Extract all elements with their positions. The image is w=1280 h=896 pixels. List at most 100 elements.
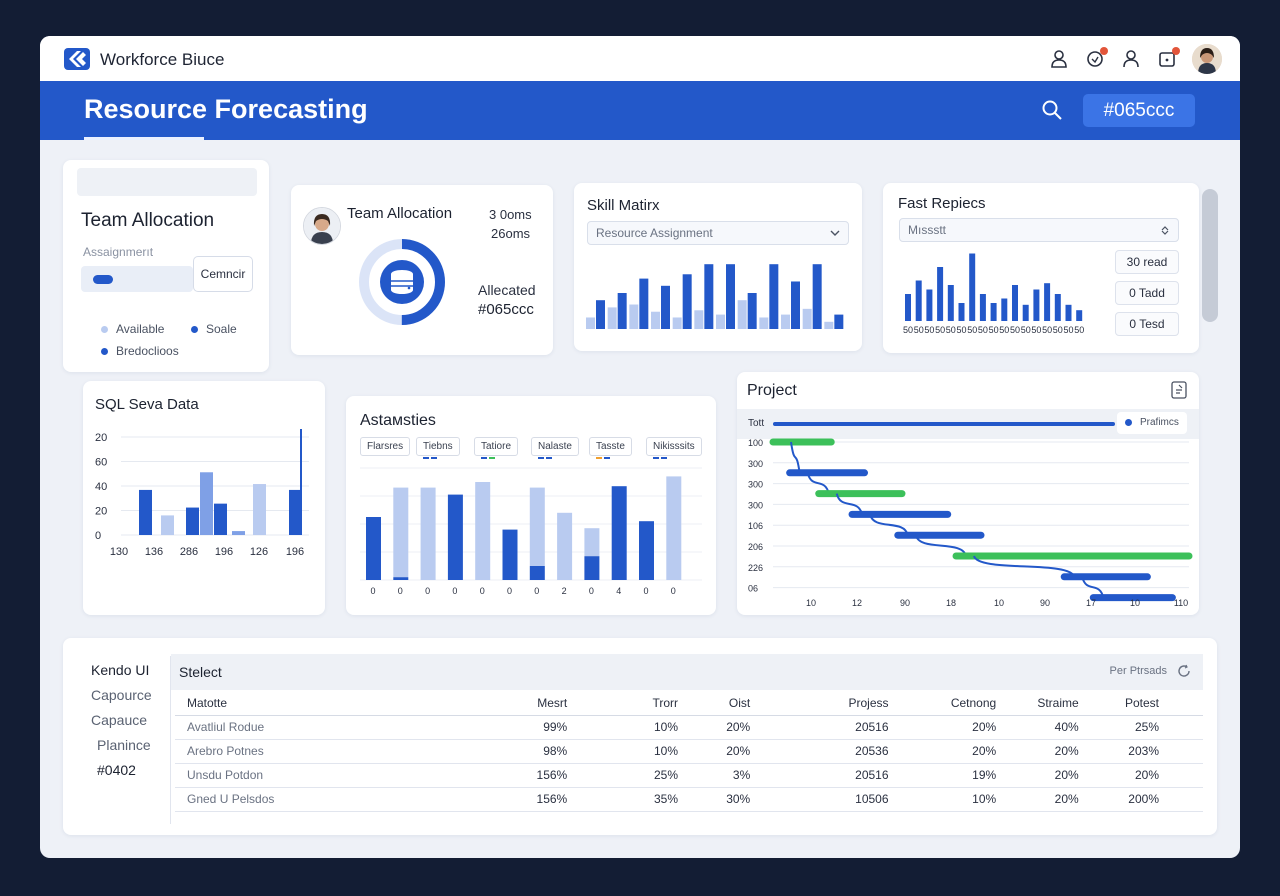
side-item-capauce[interactable]: Capauce (91, 712, 148, 728)
tab-nikisssits[interactable]: Nikisssits (646, 437, 702, 459)
pill-tadd[interactable]: 0 Tadd (1115, 281, 1179, 305)
legend-label: Soale (206, 322, 237, 336)
tab-tasste[interactable]: Tasste (589, 437, 632, 459)
project-card: Project Tott Prafimcs 100 300 300 300 106 206… (737, 372, 1199, 615)
color-button[interactable]: #065ccc (1083, 94, 1195, 127)
ast-bar-dark (611, 486, 627, 580)
ast-x-tick: 0 (425, 586, 430, 596)
fast-x-tick: 50 (967, 325, 977, 335)
legend-available: Available (101, 322, 164, 336)
top-bar: Workforce Biuce (40, 36, 1240, 81)
cemncir-button[interactable]: Cemncir (193, 256, 253, 292)
gantt-y-label: 300 (748, 480, 763, 490)
resource-assignment-dropdown[interactable]: Resource Assignment (587, 221, 849, 245)
database-icon (380, 260, 424, 304)
ast-x-tick: 0 (589, 586, 594, 596)
fast-x-tick: 50 (1010, 325, 1020, 335)
ast-x-tick: 4 (616, 586, 621, 596)
export-icon[interactable] (1171, 381, 1187, 399)
row-value-cell: 20% (997, 763, 1080, 788)
col-header[interactable]: Matotte (175, 691, 431, 716)
tab-tiebns[interactable]: Tiebns (416, 437, 460, 459)
col-header[interactable]: Straime (997, 691, 1080, 716)
col-header[interactable]: Projess (751, 691, 890, 716)
table-row[interactable]: Gned U Pelsdos 156% 35% 30% 10506 10% 20% 200% (175, 787, 1203, 812)
row-value-cell: 20% (997, 739, 1080, 764)
sql-x-tick: 196 (286, 546, 304, 558)
table-row[interactable]: Arebro Potnes 98% 10% 20% 20536 20% 20% 203% (175, 739, 1203, 764)
skill-bar-light (694, 310, 704, 329)
gantt-y-label: 106 (748, 521, 763, 531)
fast-x-tick: 50 (956, 325, 966, 335)
sql-bar (232, 531, 245, 535)
row-value-cell: 19% (889, 763, 998, 788)
row-value-cell: 40% (997, 715, 1080, 740)
gantt-y-label: 06 (748, 584, 758, 594)
gantt-x-label: 90 (900, 598, 910, 608)
table-row[interactable]: Avatliul Rodue 99% 10% 20% 20516 20% 40% 25% (175, 715, 1203, 740)
search-icon[interactable] (1040, 98, 1064, 122)
pill-read[interactable]: 30 read (1115, 250, 1179, 274)
member-avatar (303, 207, 341, 245)
col-header[interactable]: Mesrt (430, 691, 569, 716)
tab-flarsres[interactable]: Flarsres (360, 437, 411, 456)
project-legend: Prafimcs (1117, 412, 1187, 434)
notification-icon[interactable] (1084, 47, 1108, 70)
tab-tatiore[interactable]: Tatiore (474, 437, 519, 459)
fast-x-tick: 50 (978, 325, 988, 335)
user-icon[interactable] (1048, 48, 1070, 70)
ast-x-tick: 0 (452, 586, 457, 596)
fast-repiecs-card: Fast Repiecs Mıssstt 50 50 50 50 50 50 50 50 50 5… (883, 183, 1199, 353)
profile-icon[interactable] (1120, 48, 1142, 70)
fast-x-tick: 50 (914, 325, 924, 335)
legend-label: Available (116, 322, 165, 336)
col-header[interactable]: Potest (1079, 691, 1203, 716)
value-1: 3 0oms (489, 207, 532, 222)
ast-x-tick: 0 (480, 586, 485, 596)
ast-bar-light (475, 482, 491, 580)
skill-bar-dark (726, 264, 735, 329)
tab-indicator (481, 457, 495, 459)
value-2: 26oms (491, 226, 531, 241)
col-header[interactable]: Oist (679, 691, 752, 716)
allocated-value: #065ccc (478, 301, 534, 318)
row-value-cell: 20% (679, 739, 752, 764)
side-item-capource[interactable]: Capource (91, 687, 152, 703)
user-avatar[interactable] (1192, 44, 1222, 74)
refresh-icon[interactable] (1177, 664, 1191, 678)
fast-x-tick: 50 (924, 325, 934, 335)
sql-bar (161, 515, 174, 535)
table-row[interactable]: Unsdu Potdon 156% 25% 3% 20516 19% 20% 20% (175, 763, 1203, 788)
sql-x-tick: 126 (250, 546, 268, 558)
col-header[interactable]: Cetnong (889, 691, 998, 716)
timeline-bar (773, 422, 1115, 426)
sql-bar (253, 484, 266, 535)
ring-fill (359, 239, 445, 325)
tab-nalaste[interactable]: Nalaste (531, 437, 579, 459)
gantt-connector (914, 534, 968, 557)
slider-handle[interactable] (93, 275, 113, 284)
gantt-x-label: 90 (1040, 598, 1050, 608)
gantt-y-label: 206 (748, 542, 763, 552)
fast-x-tick: 50 (1063, 325, 1073, 335)
inbox-icon[interactable] (1156, 47, 1180, 70)
table-section: Kendo UI Capource Capauce Planince #0402… (63, 638, 1217, 835)
side-item-planince[interactable]: Planince (97, 737, 151, 753)
row-value-cell: 156% (430, 787, 569, 812)
pill-tesd[interactable]: 0 Tesd (1115, 312, 1179, 336)
fast-x-tick: 50 (1031, 325, 1041, 335)
ast-bar-dark (502, 529, 518, 580)
mssstt-dropdown[interactable]: Mıssstt (899, 218, 1179, 242)
assignment-slider[interactable] (81, 266, 193, 292)
row-value-cell: 20516 (751, 763, 890, 788)
fast-bar (1033, 289, 1040, 321)
legend-dot-dark (101, 348, 108, 356)
fast-x-tick: 50 (999, 325, 1009, 335)
fast-bar (1012, 285, 1018, 321)
vertical-scrollbar[interactable] (1202, 189, 1218, 322)
sql-y-tick: 20 (95, 432, 107, 444)
fast-bar (1044, 283, 1051, 321)
project-title: Project (747, 382, 797, 399)
ast-bar-light (666, 476, 682, 580)
col-header[interactable]: Trorr (568, 691, 680, 716)
